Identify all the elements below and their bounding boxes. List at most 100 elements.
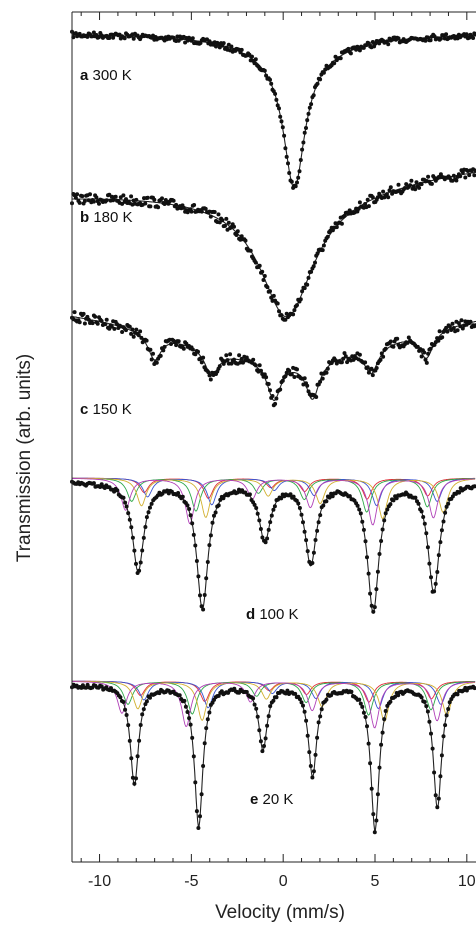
data-point (199, 604, 204, 609)
data-point (391, 344, 396, 349)
data-point (291, 312, 296, 317)
data-point (268, 388, 272, 393)
data-point (446, 501, 451, 506)
data-point (363, 715, 368, 719)
data-point (90, 321, 95, 326)
data-point (428, 346, 433, 351)
data-point (289, 372, 294, 377)
data-point (176, 339, 181, 344)
data-point (199, 360, 204, 365)
data-point (126, 511, 131, 516)
data-point (204, 576, 209, 581)
data-point (210, 520, 215, 525)
data-point (388, 185, 393, 190)
data-point (325, 366, 330, 371)
data-point (296, 175, 301, 180)
data-point (473, 323, 476, 328)
data-point (429, 181, 434, 186)
data-point (107, 36, 112, 40)
data-point (381, 189, 386, 194)
data-point (332, 61, 337, 66)
fit-line (72, 34, 476, 189)
data-point (149, 501, 154, 506)
data-point (305, 733, 310, 738)
data-point (94, 195, 99, 200)
data-point (308, 764, 313, 768)
data-point (109, 324, 114, 329)
data-point (405, 340, 410, 345)
data-point (451, 173, 456, 178)
data-point (111, 35, 116, 40)
data-point (406, 335, 411, 340)
data-point (310, 561, 315, 565)
data-point (130, 327, 135, 332)
data-point (252, 502, 257, 507)
data-point (132, 781, 137, 786)
data-point (202, 593, 207, 597)
data-point (321, 243, 326, 248)
data-point (354, 47, 359, 52)
data-point (121, 495, 126, 500)
data-point (313, 260, 317, 265)
data-point (429, 731, 433, 736)
data-point (471, 36, 476, 40)
data-point (204, 726, 209, 731)
panel-temperature: 150 K (88, 401, 131, 418)
data-point (158, 353, 163, 358)
data-point (429, 575, 433, 580)
data-point (151, 351, 155, 356)
data-point (251, 696, 256, 701)
data-point (357, 697, 362, 702)
data-point (368, 591, 373, 596)
data-point (315, 528, 320, 533)
data-point (81, 311, 86, 316)
data-point (217, 364, 222, 369)
data-point (343, 354, 348, 359)
data-point (208, 214, 213, 219)
data-point (284, 154, 289, 159)
data-point (342, 213, 347, 218)
data-point (160, 196, 164, 201)
data-point (357, 48, 362, 53)
data-point (436, 338, 441, 343)
data-point (266, 382, 271, 386)
data-point (268, 289, 272, 294)
data-point (419, 695, 424, 700)
data-point (304, 126, 308, 130)
data-point (416, 501, 421, 506)
data-point (419, 509, 424, 514)
data-point (309, 102, 314, 107)
data-point (438, 540, 443, 545)
data-point (378, 357, 383, 362)
data-point (203, 206, 208, 211)
data-point (385, 507, 390, 512)
data-point (472, 686, 476, 691)
data-point (379, 539, 384, 543)
data-point (307, 750, 312, 755)
data-point (374, 587, 379, 592)
data-point (311, 93, 316, 98)
data-point (455, 328, 460, 333)
data-point (95, 321, 100, 326)
panel-letter: b (80, 209, 89, 226)
data-point (207, 710, 212, 715)
data-point (80, 194, 85, 199)
data-point (148, 204, 153, 209)
data-point (423, 357, 428, 362)
data-point (311, 769, 316, 774)
data-point (368, 761, 373, 766)
data-point (145, 195, 150, 200)
data-point (383, 511, 388, 516)
data-point (450, 321, 455, 326)
data-point (408, 183, 413, 188)
data-point (260, 535, 265, 540)
data-point (338, 56, 343, 61)
data-point (360, 519, 365, 524)
data-point (320, 376, 325, 381)
data-point (324, 370, 329, 375)
data-point (419, 354, 424, 359)
data-point (409, 178, 414, 183)
data-point (463, 175, 468, 180)
data-point (424, 531, 429, 536)
data-point (357, 507, 362, 512)
